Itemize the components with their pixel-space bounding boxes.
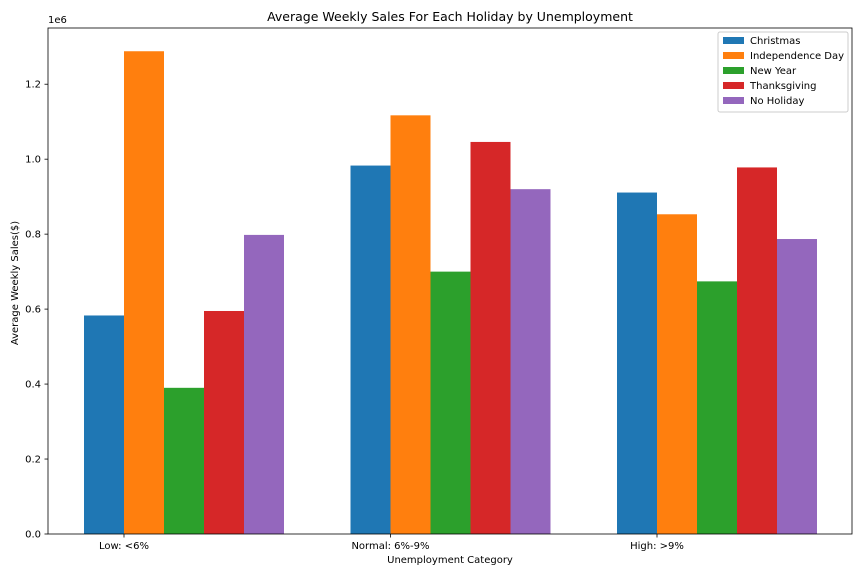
legend-label: Christmas xyxy=(750,36,800,47)
bar-thanksgiving-1 xyxy=(470,141,511,534)
y-tick-label: 1.2 xyxy=(25,80,41,91)
bar-new-year-1 xyxy=(430,271,471,534)
bar-no-holiday-0 xyxy=(244,234,284,534)
bar-no-holiday-2 xyxy=(777,239,817,534)
y-tick-label: 0.2 xyxy=(25,455,41,466)
x-tick-label: Low: <6% xyxy=(99,541,149,552)
legend-label: No Holiday xyxy=(750,96,804,107)
legend-label: Independence Day xyxy=(750,51,844,62)
bar-christmas-2 xyxy=(617,192,657,535)
bar-christmas-0 xyxy=(84,315,124,534)
bar-new-year-0 xyxy=(164,387,204,534)
legend-swatch xyxy=(723,52,744,59)
y-axis-label: Average Weekly Sales($) xyxy=(10,221,21,345)
y-tick-label: 0.8 xyxy=(25,230,41,241)
bar-thanksgiving-2 xyxy=(737,167,777,534)
bar-independence-day-2 xyxy=(657,214,697,534)
axes-layer: 0.0 0.2 0.4 0.6 0.8 1.0 1.2 Low: <6% Normal: 6%-… xyxy=(25,27,853,552)
y-tick-label: 1.0 xyxy=(25,155,41,166)
x-tick-label: Normal: 6%-9% xyxy=(351,541,429,552)
legend: Christmas Independence Day New Year Thanksg… xyxy=(717,31,849,113)
y-tick-label: 0.6 xyxy=(25,305,41,316)
legend-swatch xyxy=(723,82,744,89)
y-scale-label: 1e6 xyxy=(48,15,67,26)
bar-new-year-2 xyxy=(697,281,737,534)
x-axis-label: Unemployment Category xyxy=(387,555,513,566)
legend-label: New Year xyxy=(750,66,797,77)
legend-box xyxy=(717,31,849,113)
bar-thanksgiving-0 xyxy=(204,310,244,534)
y-tick-label: 0.4 xyxy=(25,380,41,391)
chart-title: Average Weekly Sales For Each Holiday by… xyxy=(267,9,633,24)
legend-swatch xyxy=(723,67,744,74)
bars-layer xyxy=(84,51,817,535)
bar-no-holiday-1 xyxy=(510,189,551,535)
y-tick-label: 0.0 xyxy=(25,530,41,541)
legend-label: Thanksgiving xyxy=(749,81,816,92)
legend-swatch xyxy=(723,37,744,44)
legend-swatch xyxy=(723,97,744,104)
bar-independence-day-1 xyxy=(390,115,431,534)
bar-christmas-1 xyxy=(350,165,391,534)
plot-frame xyxy=(47,27,853,535)
bar-independence-day-0 xyxy=(124,51,164,535)
x-tick-label: High: >9% xyxy=(630,541,684,552)
